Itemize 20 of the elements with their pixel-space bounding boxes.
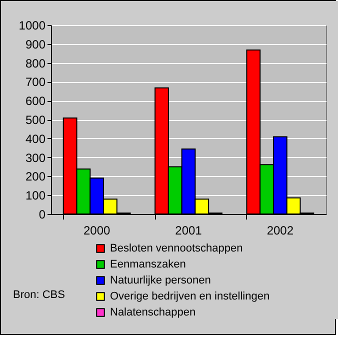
y-tick-label: 0	[38, 208, 46, 222]
x-tick-label: 2002	[266, 224, 294, 238]
legend-label: Natuurlijke personen	[110, 274, 211, 286]
legend-label: Besloten vennootschappen	[110, 242, 243, 254]
legend-label: Eenmanszaken	[110, 258, 186, 270]
y-tick-label: 1000	[18, 18, 46, 32]
y-tick-label: 500	[25, 113, 46, 127]
legend-label: Nalatenschappen	[110, 306, 196, 318]
y-tick-label: 100	[25, 188, 46, 203]
y-tick-label: 300	[25, 150, 46, 165]
legend-label: Overige bedrijven en instellingen	[110, 290, 270, 302]
y-tick-label: 200	[25, 170, 46, 184]
y-tick-label: 600	[25, 94, 46, 108]
y-tick-label: 800	[25, 56, 46, 70]
y-tick-label: 900	[25, 37, 46, 52]
y-tick-label: 700	[25, 75, 46, 90]
x-tick-label: 2001	[175, 224, 202, 238]
text: Bron: CBS	[13, 289, 65, 301]
x-tick-label: 2000	[83, 224, 111, 238]
y-tick-label: 400	[25, 132, 46, 146]
